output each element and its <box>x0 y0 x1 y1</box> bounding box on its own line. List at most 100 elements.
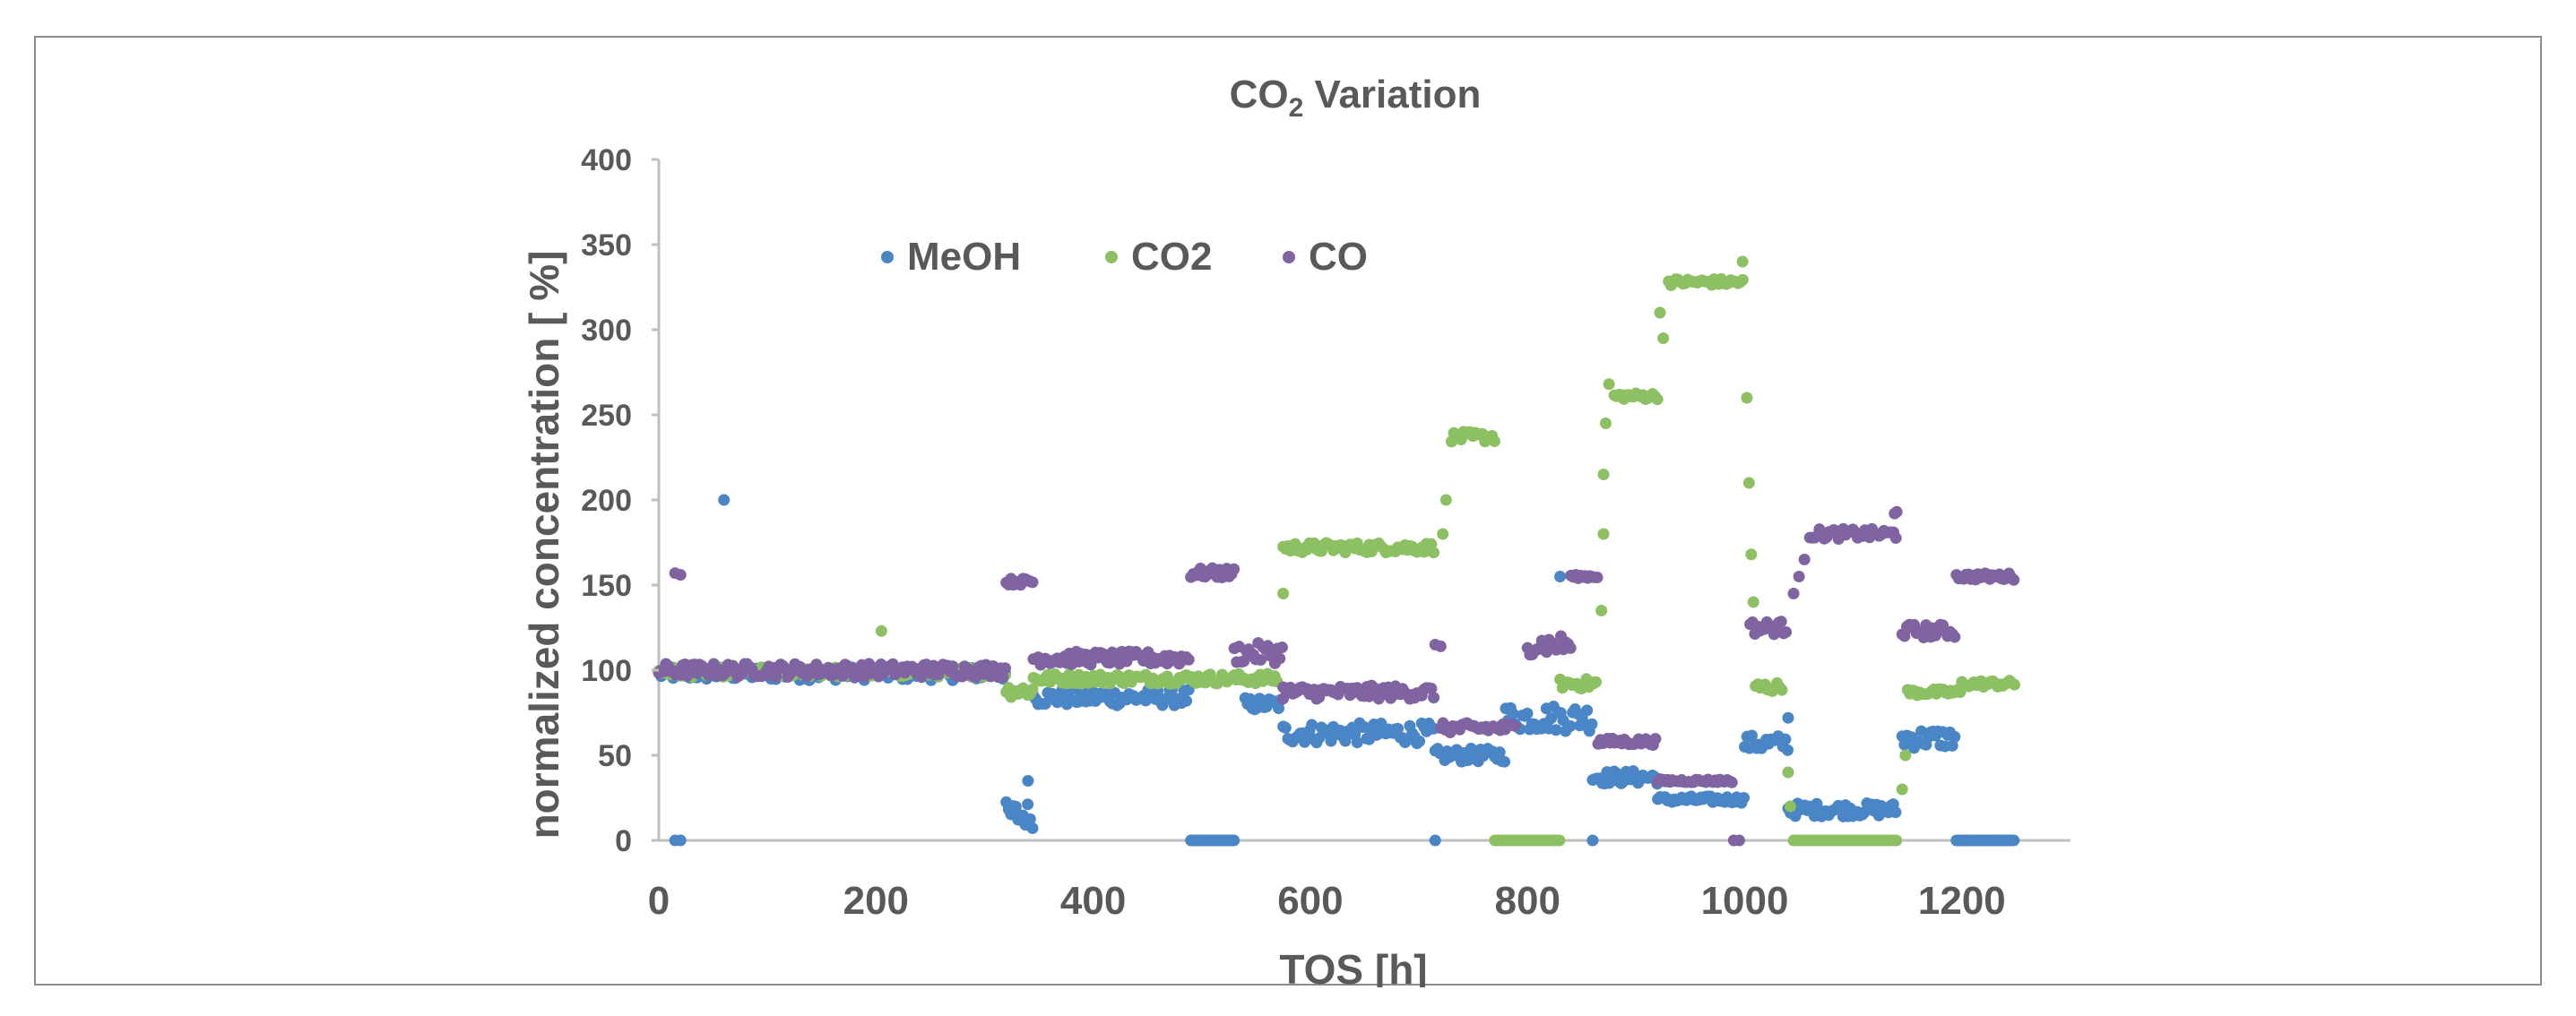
data-point <box>1425 682 1438 694</box>
data-point <box>1811 797 1823 810</box>
data-point <box>1228 563 1240 575</box>
data-point <box>1949 631 1961 643</box>
data-point <box>1896 783 1908 796</box>
title-subscript: 2 <box>1289 93 1304 123</box>
legend-marker-meoh <box>881 251 894 263</box>
data-point <box>1898 630 1911 642</box>
data-point <box>1306 719 1318 731</box>
data-point <box>1026 576 1039 589</box>
data-point <box>1437 528 1449 540</box>
data-point <box>1599 418 1612 429</box>
legend-marker-co <box>1283 251 1295 263</box>
y-tick-label: 50 <box>598 739 632 773</box>
data-point <box>1508 719 1521 732</box>
data-point <box>1889 806 1902 819</box>
y-tick-label: 200 <box>581 484 632 518</box>
data-point <box>1488 435 1500 447</box>
data-point <box>1439 494 1452 506</box>
data-point <box>1279 721 1292 734</box>
data-points-layer <box>653 255 2020 847</box>
data-point <box>1725 776 1738 788</box>
x-tick-label: 1200 <box>1918 879 2006 923</box>
data-point <box>1351 736 1363 749</box>
data-point <box>1039 698 1051 710</box>
data-point <box>1946 739 1958 752</box>
data-point <box>1339 735 1352 747</box>
data-point <box>1779 733 1792 745</box>
chart-title: CO2 Variation <box>1230 73 1482 123</box>
data-point <box>718 494 730 506</box>
data-point <box>1429 834 1441 847</box>
title-main: CO <box>1230 73 1289 116</box>
data-point <box>1434 640 1447 652</box>
data-point <box>1085 659 1097 671</box>
data-point <box>1493 746 1506 759</box>
data-point <box>1277 588 1290 599</box>
y-axis-label: normalized concentration [ %] <box>521 251 567 839</box>
data-point <box>1586 718 1598 730</box>
data-point <box>1890 834 1903 847</box>
chart-frame: CO2 Variation 0 50 100 150 200 250 300 350 400 0 2… <box>34 36 2542 987</box>
legend-label-co2: CO2 <box>1131 235 1212 279</box>
data-point <box>1736 255 1749 268</box>
data-point <box>1581 704 1594 717</box>
data-point <box>1554 571 1567 582</box>
data-point <box>1627 765 1639 778</box>
data-point <box>1738 791 1750 804</box>
tick-labels-layer: 0 50 100 150 200 250 300 350 400 0 200 400 600 800 100… <box>581 143 2006 923</box>
data-point <box>1428 692 1440 704</box>
data-point <box>1026 822 1039 834</box>
y-tick-label: 350 <box>581 228 632 263</box>
data-point <box>1499 755 1511 768</box>
y-tick-label: 100 <box>581 654 632 688</box>
data-point <box>1784 800 1796 813</box>
data-point <box>1776 684 1788 696</box>
data-point <box>1787 588 1800 599</box>
data-point <box>1741 392 1753 404</box>
data-point <box>1889 531 1902 544</box>
y-tick-label: 150 <box>581 569 632 603</box>
data-point <box>1949 730 1961 743</box>
data-point <box>1742 477 1755 489</box>
data-point <box>1798 554 1811 565</box>
data-point <box>1745 548 1758 561</box>
data-point <box>1775 616 1787 628</box>
data-point <box>1736 273 1749 286</box>
data-point <box>1780 625 1793 638</box>
data-point <box>1597 528 1610 540</box>
data-point <box>1586 834 1599 847</box>
data-point <box>1649 733 1662 745</box>
data-point <box>674 569 687 581</box>
data-point <box>915 670 928 683</box>
data-point <box>1595 605 1608 616</box>
data-point <box>1564 719 1577 732</box>
data-point <box>1022 775 1034 787</box>
data-point <box>1603 378 1615 391</box>
data-point <box>1228 834 1240 847</box>
data-point <box>1254 654 1266 667</box>
data-point <box>1782 711 1794 724</box>
x-axis-label: TOS [h] <box>1279 946 1427 987</box>
legend-label-meoh: MeOH <box>907 235 1021 279</box>
data-point <box>998 662 1011 675</box>
data-point <box>1182 653 1195 666</box>
data-point <box>1597 469 1610 480</box>
series-co2 <box>653 255 2020 847</box>
x-tick-label: 600 <box>1277 879 1343 923</box>
data-point <box>1103 657 1116 669</box>
data-point <box>1657 332 1670 344</box>
data-point <box>1274 652 1286 665</box>
data-point <box>1180 694 1193 707</box>
data-point <box>1654 306 1666 319</box>
data-point <box>1277 681 1290 693</box>
data-point <box>1793 571 1805 582</box>
data-point <box>875 624 887 637</box>
data-point <box>1275 641 1288 654</box>
y-tick-label: 300 <box>581 314 632 348</box>
title-rest: Variation <box>1303 73 1481 116</box>
data-point <box>1782 744 1794 756</box>
data-point <box>1244 693 1257 705</box>
data-point <box>1591 572 1604 584</box>
data-point <box>1413 735 1426 747</box>
data-point <box>1899 749 1912 762</box>
